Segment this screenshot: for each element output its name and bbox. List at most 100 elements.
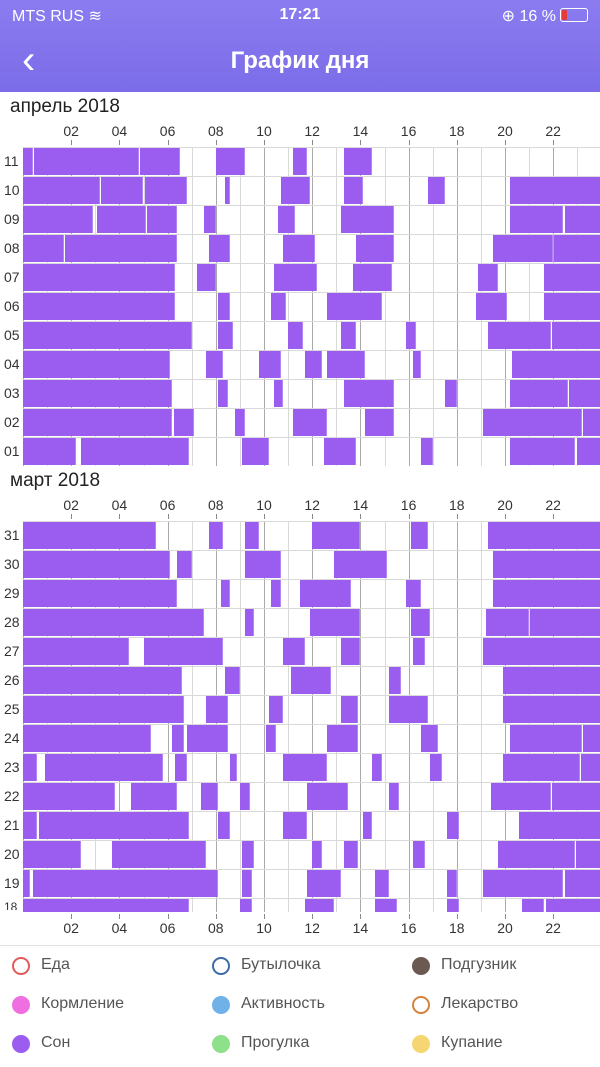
sleep-segment[interactable] bbox=[488, 322, 551, 349]
sleep-segment[interactable] bbox=[283, 754, 327, 781]
sleep-segment[interactable] bbox=[206, 351, 224, 378]
sleep-segment[interactable] bbox=[218, 322, 233, 349]
sleep-segment[interactable] bbox=[65, 235, 178, 262]
sleep-segment[interactable] bbox=[101, 177, 144, 204]
sleep-segment[interactable] bbox=[365, 409, 395, 436]
sleep-segment[interactable] bbox=[372, 754, 383, 781]
sleep-segment[interactable] bbox=[551, 322, 600, 349]
sleep-segment[interactable] bbox=[23, 899, 190, 912]
sleep-segment[interactable] bbox=[131, 783, 178, 810]
sleep-segment[interactable] bbox=[23, 638, 130, 665]
sleep-segment[interactable] bbox=[341, 696, 358, 723]
sleep-segment[interactable] bbox=[411, 609, 431, 636]
sleep-segment[interactable] bbox=[309, 609, 361, 636]
sleep-segment[interactable] bbox=[374, 899, 397, 912]
sleep-segment[interactable] bbox=[362, 812, 373, 839]
sleep-segment[interactable] bbox=[490, 783, 551, 810]
sleep-segment[interactable] bbox=[23, 322, 192, 349]
sleep-segment[interactable] bbox=[483, 638, 600, 665]
sleep-segment[interactable] bbox=[509, 206, 563, 233]
sleep-segment[interactable] bbox=[406, 322, 416, 349]
sleep-segment[interactable] bbox=[290, 667, 332, 694]
sleep-segment[interactable] bbox=[519, 812, 600, 839]
sleep-segment[interactable] bbox=[476, 293, 508, 320]
sleep-segment[interactable] bbox=[230, 754, 238, 781]
sleep-segment[interactable] bbox=[478, 264, 498, 291]
sleep-segment[interactable] bbox=[324, 438, 356, 465]
sleep-segment[interactable] bbox=[139, 148, 180, 175]
sleep-segment[interactable] bbox=[343, 177, 363, 204]
sleep-segment[interactable] bbox=[483, 409, 583, 436]
sleep-segment[interactable] bbox=[312, 522, 361, 549]
sleep-segment[interactable] bbox=[430, 754, 443, 781]
sleep-segment[interactable] bbox=[218, 293, 231, 320]
sleep-segment[interactable] bbox=[23, 409, 173, 436]
sleep-segment[interactable] bbox=[326, 725, 358, 752]
sleep-segment[interactable] bbox=[23, 812, 38, 839]
sleep-segment[interactable] bbox=[554, 235, 600, 262]
sleep-segment[interactable] bbox=[268, 696, 284, 723]
sleep-segment[interactable] bbox=[413, 351, 421, 378]
sleep-segment[interactable] bbox=[502, 754, 580, 781]
sleep-segment[interactable] bbox=[312, 841, 322, 868]
sleep-segment[interactable] bbox=[300, 580, 351, 607]
sleep-segment[interactable] bbox=[307, 870, 342, 897]
sleep-segment[interactable] bbox=[273, 264, 317, 291]
sleep-segment[interactable] bbox=[201, 783, 219, 810]
sleep-segment[interactable] bbox=[565, 870, 600, 897]
sleep-segment[interactable] bbox=[208, 235, 231, 262]
sleep-segment[interactable] bbox=[565, 206, 600, 233]
sleep-segment[interactable] bbox=[374, 870, 390, 897]
sleep-segment[interactable] bbox=[502, 696, 600, 723]
sleep-segment[interactable] bbox=[304, 899, 334, 912]
sleep-segment[interactable] bbox=[273, 380, 284, 407]
sleep-segment[interactable] bbox=[23, 264, 175, 291]
sleep-segment[interactable] bbox=[208, 522, 224, 549]
sleep-segment[interactable] bbox=[577, 438, 600, 465]
sleep-segment[interactable] bbox=[406, 580, 421, 607]
sleep-segment[interactable] bbox=[271, 293, 286, 320]
sleep-segment[interactable] bbox=[242, 841, 255, 868]
sleep-segment[interactable] bbox=[220, 580, 231, 607]
sleep-segment[interactable] bbox=[23, 725, 151, 752]
sleep-segment[interactable] bbox=[143, 638, 224, 665]
sleep-segment[interactable] bbox=[343, 380, 395, 407]
sleep-segment[interactable] bbox=[483, 870, 563, 897]
sleep-segment[interactable] bbox=[413, 841, 426, 868]
sleep-segment[interactable] bbox=[23, 293, 175, 320]
sleep-segment[interactable] bbox=[307, 783, 349, 810]
sleep-segment[interactable] bbox=[23, 580, 178, 607]
sleep-segment[interactable] bbox=[341, 206, 395, 233]
sleep-segment[interactable] bbox=[341, 322, 356, 349]
sleep-segment[interactable] bbox=[413, 638, 426, 665]
sleep-segment[interactable] bbox=[218, 812, 231, 839]
sleep-segment[interactable] bbox=[186, 725, 228, 752]
sleep-segment[interactable] bbox=[343, 148, 373, 175]
sleep-segment[interactable] bbox=[580, 754, 600, 781]
sleep-segment[interactable] bbox=[420, 725, 438, 752]
sleep-segment[interactable] bbox=[509, 380, 568, 407]
sleep-segment[interactable] bbox=[23, 667, 183, 694]
sleep-segment[interactable] bbox=[239, 783, 250, 810]
sleep-segment[interactable] bbox=[551, 783, 600, 810]
sleep-segment[interactable] bbox=[23, 206, 93, 233]
sleep-segment[interactable] bbox=[326, 293, 383, 320]
sleep-segment[interactable] bbox=[521, 899, 544, 912]
sleep-segment[interactable] bbox=[23, 609, 204, 636]
sleep-segment[interactable] bbox=[444, 380, 457, 407]
sleep-segment[interactable] bbox=[485, 609, 530, 636]
sleep-segment[interactable] bbox=[23, 177, 101, 204]
sleep-segment[interactable] bbox=[512, 351, 600, 378]
sleep-segment[interactable] bbox=[144, 177, 187, 204]
sleep-segment[interactable] bbox=[203, 206, 216, 233]
sleep-segment[interactable] bbox=[23, 522, 156, 549]
sleep-segment[interactable] bbox=[23, 148, 33, 175]
sleep-segment[interactable] bbox=[283, 235, 315, 262]
sleep-segment[interactable] bbox=[583, 409, 600, 436]
sleep-segment[interactable] bbox=[488, 522, 600, 549]
sleep-segment[interactable] bbox=[389, 667, 402, 694]
sleep-segment[interactable] bbox=[389, 783, 399, 810]
sleep-segment[interactable] bbox=[147, 206, 178, 233]
sleep-segment[interactable] bbox=[509, 177, 600, 204]
sleep-segment[interactable] bbox=[283, 638, 305, 665]
